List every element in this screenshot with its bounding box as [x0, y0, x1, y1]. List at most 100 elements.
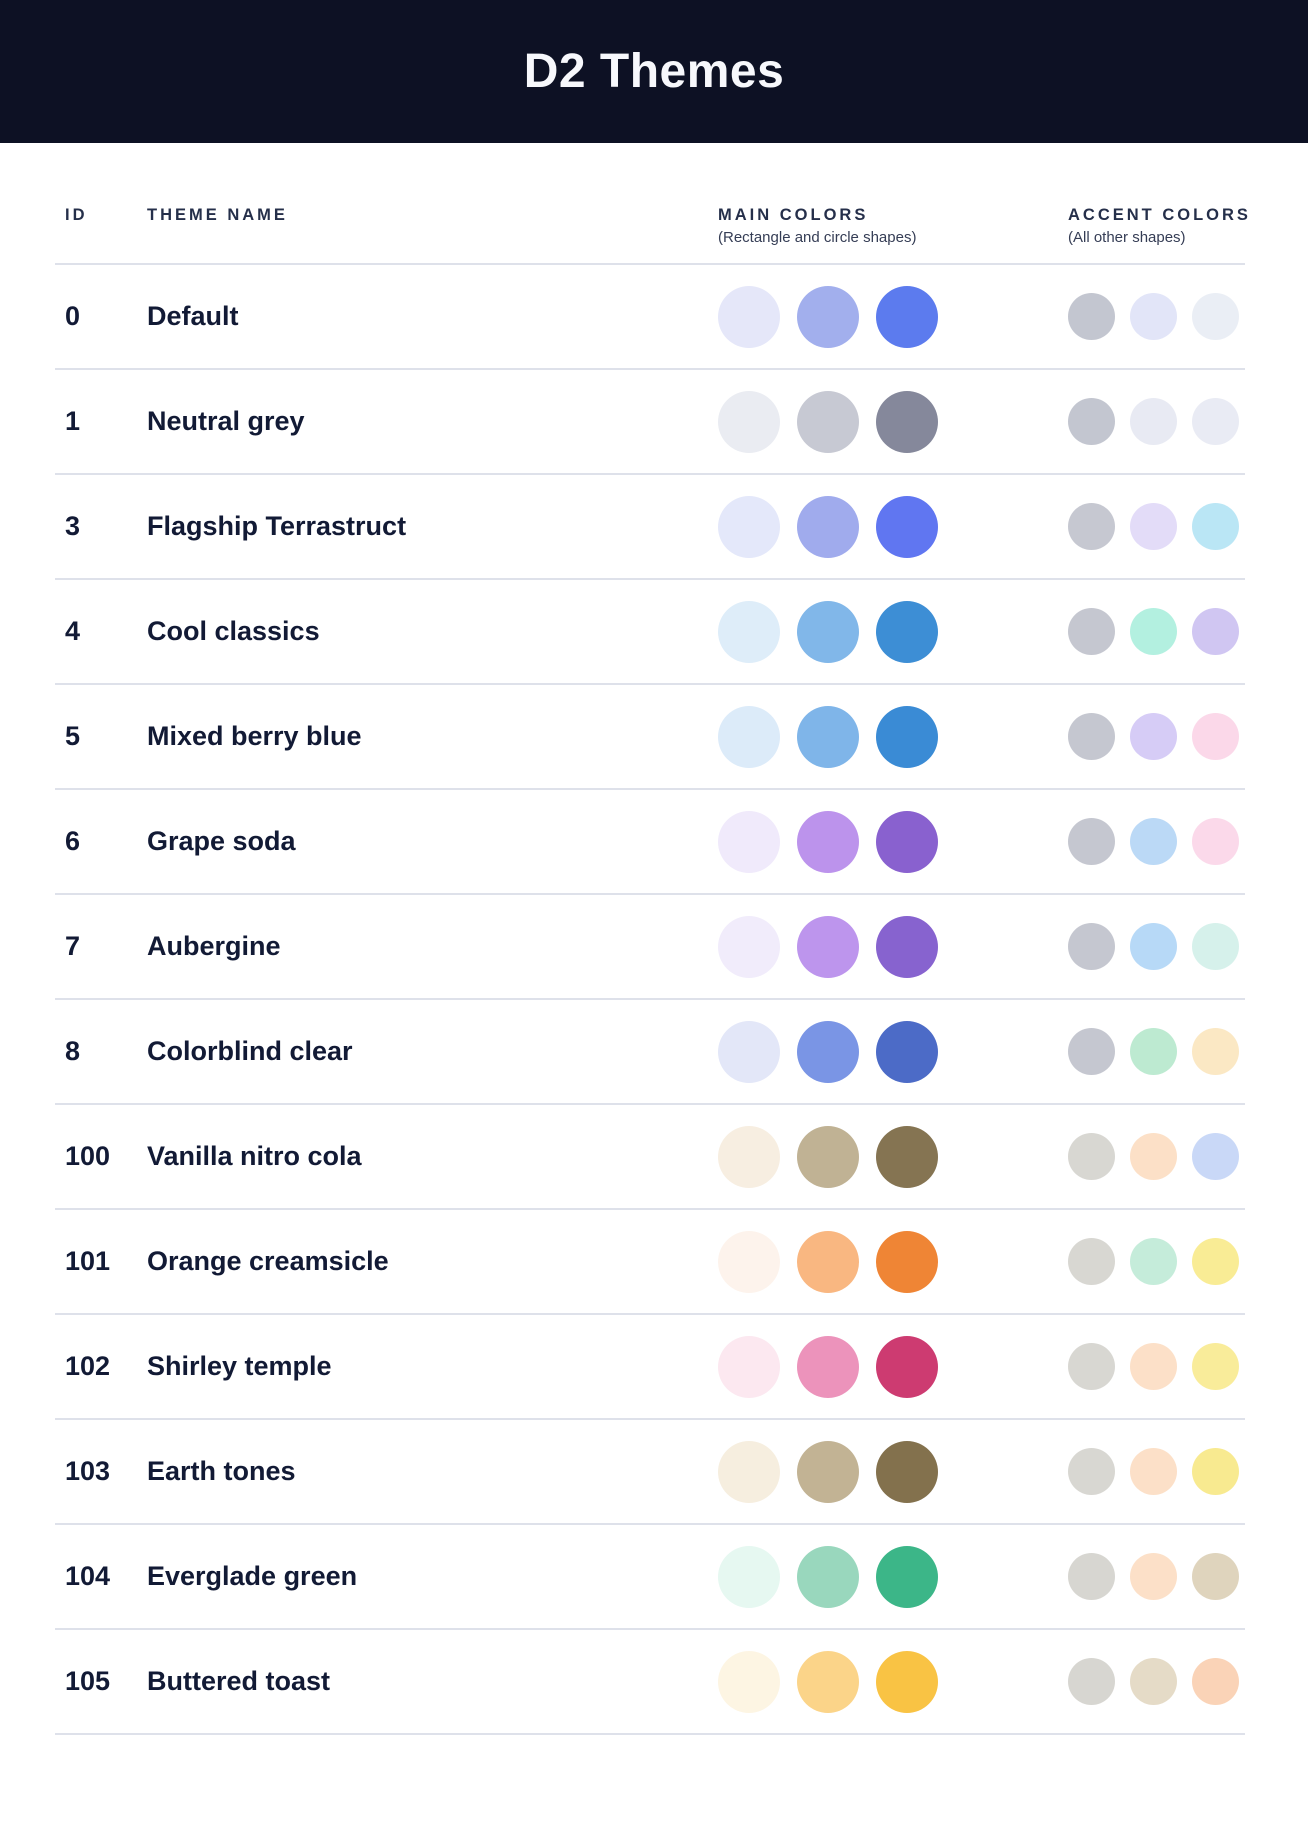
theme-name: Orange creamsicle	[147, 1246, 389, 1276]
column-header-main-colors: MAIN COLORS	[718, 206, 869, 224]
accent-color-swatch	[1130, 923, 1177, 970]
accent-color-swatch	[1192, 923, 1239, 970]
accent-color-swatch	[1068, 1028, 1115, 1075]
main-color-swatch	[718, 390, 780, 453]
accent-color-swatch	[1068, 1238, 1115, 1285]
main-color-swatch	[876, 810, 938, 873]
main-color-swatch	[718, 810, 780, 873]
accent-color-swatches	[1068, 1658, 1239, 1705]
accent-color-swatch	[1068, 1133, 1115, 1180]
accent-color-swatches	[1068, 1133, 1239, 1180]
table-row: 0 Default	[55, 265, 1245, 370]
accent-color-swatch	[1068, 1553, 1115, 1600]
theme-id: 104	[65, 1561, 111, 1591]
main-color-swatch	[718, 705, 780, 768]
accent-color-swatches	[1068, 1028, 1239, 1075]
main-color-swatches	[718, 495, 939, 558]
accent-color-swatches	[1068, 503, 1239, 550]
accent-color-swatch	[1192, 1658, 1239, 1705]
accent-color-swatch	[1068, 608, 1115, 655]
accent-color-swatch	[1130, 1028, 1177, 1075]
accent-color-swatch	[1068, 398, 1115, 445]
accent-color-swatch	[1068, 713, 1115, 760]
accent-color-swatch	[1130, 1448, 1177, 1495]
accent-color-swatches	[1068, 713, 1239, 760]
accent-color-swatch	[1192, 1343, 1239, 1390]
table-row: 3 Flagship Terrastruct	[55, 475, 1245, 580]
accent-color-swatch	[1130, 503, 1177, 550]
theme-id: 103	[65, 1456, 111, 1486]
theme-id: 5	[65, 721, 81, 751]
column-header-id: ID	[65, 206, 88, 224]
main-color-swatch	[718, 600, 780, 663]
accent-color-swatches	[1068, 1343, 1239, 1390]
accent-color-swatches	[1068, 1238, 1239, 1285]
theme-id: 105	[65, 1666, 111, 1696]
main-color-swatch	[718, 915, 780, 978]
main-color-swatch	[718, 1125, 780, 1188]
accent-color-swatch	[1192, 713, 1239, 760]
main-color-swatch	[718, 1440, 780, 1503]
theme-name: Shirley temple	[147, 1351, 332, 1381]
accent-color-swatch	[1192, 608, 1239, 655]
theme-id: 100	[65, 1141, 111, 1171]
accent-color-swatches	[1068, 818, 1239, 865]
accent-color-swatch	[1130, 713, 1177, 760]
main-color-swatch	[876, 1020, 938, 1083]
main-color-swatch	[876, 1545, 938, 1608]
theme-name: Cool classics	[147, 616, 320, 646]
accent-color-swatch	[1192, 398, 1239, 445]
main-color-swatches	[718, 390, 939, 453]
main-color-swatch	[876, 600, 938, 663]
theme-name: Default	[147, 301, 239, 331]
table-row: 6 Grape soda	[55, 790, 1245, 895]
accent-color-swatch	[1192, 818, 1239, 865]
table-row: 101 Orange creamsicle	[55, 1210, 1245, 1315]
theme-id: 7	[65, 931, 81, 961]
accent-color-swatch	[1192, 503, 1239, 550]
table-row: 104 Everglade green	[55, 1525, 1245, 1630]
column-header-theme-name: THEME NAME	[147, 206, 288, 224]
accent-color-swatches	[1068, 1448, 1239, 1495]
theme-id: 101	[65, 1246, 111, 1276]
main-color-swatches	[718, 1020, 939, 1083]
table-row: 100 Vanilla nitro cola	[55, 1105, 1245, 1210]
table-row: 1 Neutral grey	[55, 370, 1245, 475]
main-color-swatches	[718, 1545, 939, 1608]
main-color-swatches	[718, 915, 939, 978]
main-color-swatch	[797, 1020, 859, 1083]
accent-color-swatch	[1192, 293, 1239, 340]
theme-id: 6	[65, 826, 81, 856]
accent-color-swatch	[1130, 608, 1177, 655]
main-color-swatch	[876, 915, 938, 978]
theme-name: Everglade green	[147, 1561, 358, 1591]
table-row: 102 Shirley temple	[55, 1315, 1245, 1420]
column-subheader-accent-colors: (All other shapes)	[1068, 229, 1186, 246]
main-color-swatch	[797, 1650, 859, 1713]
accent-color-swatch	[1192, 1133, 1239, 1180]
accent-color-swatch	[1192, 1238, 1239, 1285]
table-row: 105 Buttered toast	[55, 1630, 1245, 1735]
main-color-swatch	[876, 285, 938, 348]
theme-name: Aubergine	[147, 931, 281, 961]
main-color-swatch	[876, 390, 938, 453]
table-row: 7 Aubergine	[55, 895, 1245, 1000]
main-color-swatches	[718, 1125, 939, 1188]
accent-color-swatch	[1192, 1028, 1239, 1075]
accent-color-swatch	[1068, 1343, 1115, 1390]
accent-color-swatch	[1130, 1553, 1177, 1600]
accent-color-swatches	[1068, 293, 1239, 340]
main-color-swatch	[797, 390, 859, 453]
theme-id: 8	[65, 1036, 81, 1066]
accent-color-swatch	[1068, 818, 1115, 865]
theme-id: 4	[65, 616, 81, 646]
theme-id: 102	[65, 1351, 111, 1381]
theme-name: Vanilla nitro cola	[147, 1141, 362, 1171]
main-color-swatch	[876, 705, 938, 768]
main-color-swatch	[797, 810, 859, 873]
accent-color-swatch	[1130, 398, 1177, 445]
main-color-swatches	[718, 600, 939, 663]
theme-name: Mixed berry blue	[147, 721, 362, 751]
main-color-swatch	[876, 1440, 938, 1503]
